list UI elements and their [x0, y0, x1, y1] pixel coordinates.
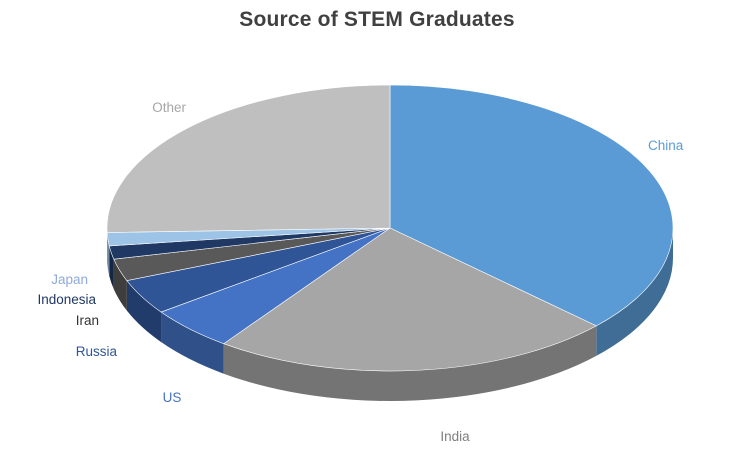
pie-slice-side-us: [161, 312, 224, 374]
slice-label-us: US: [163, 390, 182, 405]
pie-slice-india: [223, 227, 597, 372]
slice-label-china: China: [648, 138, 684, 153]
pie-slice-side-india: [223, 325, 597, 401]
pie-slice-other: [106, 84, 391, 233]
chart-title: Source of STEM Graduates: [239, 8, 515, 31]
pie-slice-side-russia: [126, 280, 162, 343]
pie-slice-side-china: [596, 228, 673, 356]
slice-label-iran: Iran: [76, 313, 99, 328]
slice-label-japan: Japan: [51, 272, 88, 287]
slice-label-indonesia: Indonesia: [37, 292, 96, 307]
pie-slice-side-iran: [113, 259, 127, 311]
slice-label-russia: Russia: [76, 344, 118, 359]
pie-slice-china: [389, 84, 674, 327]
pie-slice-side-japan: [107, 232, 110, 276]
slice-label-other: Other: [152, 100, 186, 115]
slice-label-india: India: [440, 429, 470, 444]
